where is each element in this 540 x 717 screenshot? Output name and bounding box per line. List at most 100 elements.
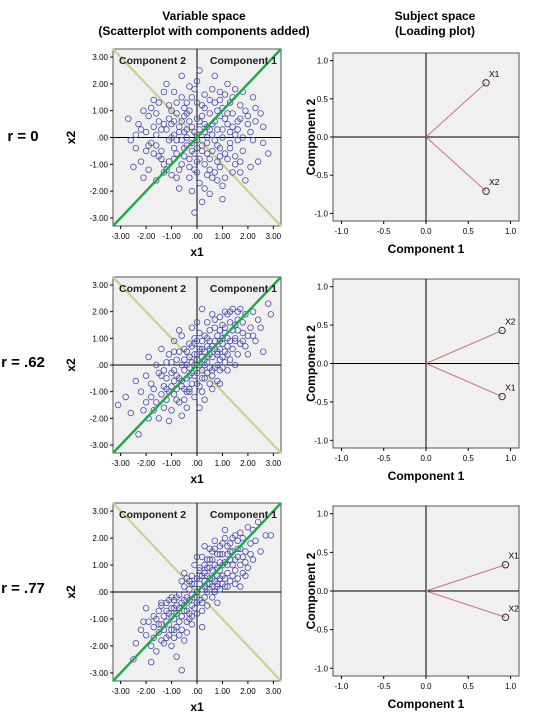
scatter-3-point-178 bbox=[214, 583, 221, 590]
scatter-1-point-117 bbox=[249, 136, 257, 144]
scatter-3-point-103 bbox=[224, 569, 231, 577]
scatter-3-y-axis-label: x2 bbox=[64, 585, 78, 599]
scatter-3-point-109 bbox=[252, 537, 259, 544]
scatter-3-point-154 bbox=[142, 605, 150, 612]
scatter-2-point-108 bbox=[209, 385, 216, 393]
scatter-3-point-145 bbox=[198, 607, 206, 615]
scatter-1-point-45 bbox=[206, 155, 213, 163]
scatter-2-x-tick-label-3: .00 bbox=[191, 459, 203, 468]
scatter-1-point-29 bbox=[221, 150, 229, 157]
scatter-3-point-183 bbox=[234, 545, 241, 552]
scatter-2-point-59 bbox=[252, 337, 259, 345]
scatter-2-point-187 bbox=[168, 369, 175, 377]
loading-1-x-tick-label-0: -1.0 bbox=[335, 227, 349, 236]
scatter-3-point-41 bbox=[249, 556, 257, 563]
scatter-3-point-35 bbox=[231, 567, 239, 574]
scatter-1-point-171 bbox=[183, 110, 190, 117]
scatter-3-point-1 bbox=[137, 626, 145, 633]
scatter-1-point-88 bbox=[158, 147, 165, 155]
scatter-2-point-117 bbox=[170, 377, 178, 385]
scatter-2-point-144 bbox=[147, 380, 155, 387]
scatter-1-point-104 bbox=[254, 158, 262, 165]
scatter-2-point-36 bbox=[267, 311, 274, 318]
scatter-2-point-106 bbox=[198, 305, 206, 313]
scatter-1-point-122 bbox=[127, 136, 134, 144]
scatter-2-point-185 bbox=[206, 380, 213, 387]
scatter-2-point-155 bbox=[249, 332, 257, 339]
scatter-1-point-10 bbox=[252, 104, 259, 112]
scatter-1-y-tick-label-2: -1.00 bbox=[90, 160, 109, 169]
loading-2-x-tick-label-3: 0.5 bbox=[463, 454, 475, 463]
scatter-2-point-119 bbox=[183, 348, 190, 355]
scatter-3-point-192 bbox=[163, 634, 170, 641]
scatter-3-point-171 bbox=[231, 556, 239, 563]
scatter-2-component2-label: Component 2 bbox=[119, 283, 186, 295]
scatter-3-point-60 bbox=[198, 553, 206, 561]
scatter-3-point-102 bbox=[221, 526, 229, 534]
loading-1-x-tick-label-2: 0.0 bbox=[420, 227, 432, 236]
scatter-1-point-46 bbox=[168, 171, 175, 179]
scatter-3-point-15 bbox=[181, 583, 188, 590]
scatter-3-point-177 bbox=[178, 613, 185, 620]
scatter-3-point-2 bbox=[142, 632, 150, 639]
scatter-1-point-26 bbox=[188, 139, 196, 147]
scatter-1-point-143 bbox=[178, 161, 185, 168]
scatter-1-point-69 bbox=[181, 153, 188, 160]
scatter-3-point-111 bbox=[153, 615, 160, 623]
scatter-3-point-33 bbox=[226, 578, 234, 585]
scatter-2-point-61 bbox=[145, 353, 152, 361]
scatter-1-x-tick-label-2: -1.00 bbox=[162, 232, 181, 241]
scatter-1-point-72 bbox=[196, 118, 203, 125]
scatter-2-point-181 bbox=[216, 380, 224, 387]
row-label-3: r = .77 bbox=[1, 580, 45, 597]
scatter-3-point-6 bbox=[158, 602, 165, 609]
scatter-2-x-tick-label-2: -1.00 bbox=[162, 459, 181, 468]
scatter-1-point-98 bbox=[203, 150, 211, 157]
scatter-1-point-14 bbox=[237, 158, 244, 165]
loading-1-vector-X1 bbox=[425, 82, 487, 138]
scatter-2-point-137 bbox=[132, 377, 140, 385]
scatter-3-point-143 bbox=[188, 602, 196, 609]
scatter-3-point-184 bbox=[150, 623, 157, 631]
loading-2-y-tick-label-1: -0.5 bbox=[314, 398, 328, 407]
scatter-2-point-99 bbox=[158, 391, 165, 398]
loading-2-x-tick-label-0: -1.0 bbox=[335, 454, 349, 463]
scatter-1-point-25 bbox=[231, 85, 239, 93]
scatter-3-y-tick-label-4: 1.00 bbox=[92, 561, 108, 570]
scatter-2-point-164 bbox=[209, 367, 216, 374]
scatter-1-point-50 bbox=[137, 158, 145, 165]
scatter-1-point-73 bbox=[265, 150, 272, 157]
scatter-1-point-99 bbox=[183, 99, 190, 106]
scatter-2-point-17 bbox=[196, 345, 203, 353]
scatter-3-point-66 bbox=[214, 599, 221, 606]
scatter-2-y-tick-label-6: 3.00 bbox=[92, 281, 108, 290]
scatter-1-point-112 bbox=[242, 107, 249, 114]
scatter-1-point-179 bbox=[216, 88, 224, 96]
scatter-1-point-135 bbox=[140, 174, 147, 181]
scatter-1-x-axis-label: x1 bbox=[190, 245, 204, 259]
scatter-2-component1-label: Component 1 bbox=[210, 283, 277, 295]
scatter-3-point-142 bbox=[183, 607, 190, 615]
scatter-2-point-171 bbox=[216, 345, 224, 353]
scatter-2-point-23 bbox=[211, 324, 218, 331]
scatter-2-point-96 bbox=[239, 329, 246, 337]
scatter-1-point-192 bbox=[206, 126, 213, 133]
scatter-3-point-187 bbox=[181, 596, 188, 604]
loading-3-vector-point-X2 bbox=[501, 613, 510, 621]
scatter-3-point-162 bbox=[198, 623, 206, 631]
subject-space-title: Subject space bbox=[394, 9, 476, 23]
scatter-2-point-140 bbox=[193, 319, 201, 326]
scatter-2-point-188 bbox=[198, 375, 206, 382]
scatter-1-point-91 bbox=[211, 99, 218, 106]
scatter-2-point-174 bbox=[181, 385, 188, 393]
scatter-3-point-137 bbox=[247, 551, 254, 558]
scatter-1-point-136 bbox=[226, 99, 234, 106]
scatter-2-point-41 bbox=[170, 337, 178, 345]
scatter-2-x-tick-label-6: 3.00 bbox=[266, 459, 282, 468]
scatter-1-x-tick-label-6: 3.00 bbox=[266, 232, 282, 241]
scatter-1-component2-label: Component 2 bbox=[119, 55, 186, 67]
scatter-1-point-131 bbox=[160, 120, 168, 128]
scatter-2-point-88 bbox=[198, 337, 206, 345]
scatter-2-y-tick-label-5: 2.00 bbox=[92, 308, 108, 317]
scatter-1-point-116 bbox=[201, 161, 208, 168]
